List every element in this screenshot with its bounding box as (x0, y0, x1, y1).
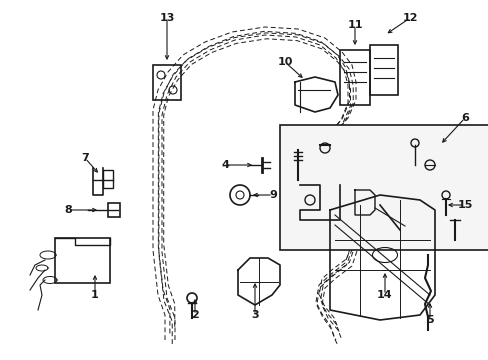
Bar (339, 50, 369, 105)
Text: 12: 12 (402, 13, 417, 23)
Text: 8: 8 (64, 205, 72, 215)
Text: 14: 14 (376, 290, 392, 300)
Text: 2: 2 (191, 310, 199, 320)
Text: 9: 9 (268, 190, 276, 200)
Text: 4: 4 (221, 160, 228, 170)
Bar (103, 170, 113, 188)
Text: 6: 6 (460, 113, 468, 123)
Bar (369, 45, 397, 95)
Text: 13: 13 (159, 13, 174, 23)
Text: 7: 7 (81, 153, 89, 163)
Text: 1: 1 (91, 290, 99, 300)
Text: 5: 5 (426, 315, 433, 325)
Text: 15: 15 (456, 200, 472, 210)
Bar (108, 203, 120, 217)
Text: 3: 3 (251, 310, 258, 320)
Text: 11: 11 (346, 20, 362, 30)
Text: 10: 10 (277, 57, 292, 67)
Bar (280, 125, 488, 250)
Bar (55, 238, 110, 283)
Bar (153, 65, 181, 100)
